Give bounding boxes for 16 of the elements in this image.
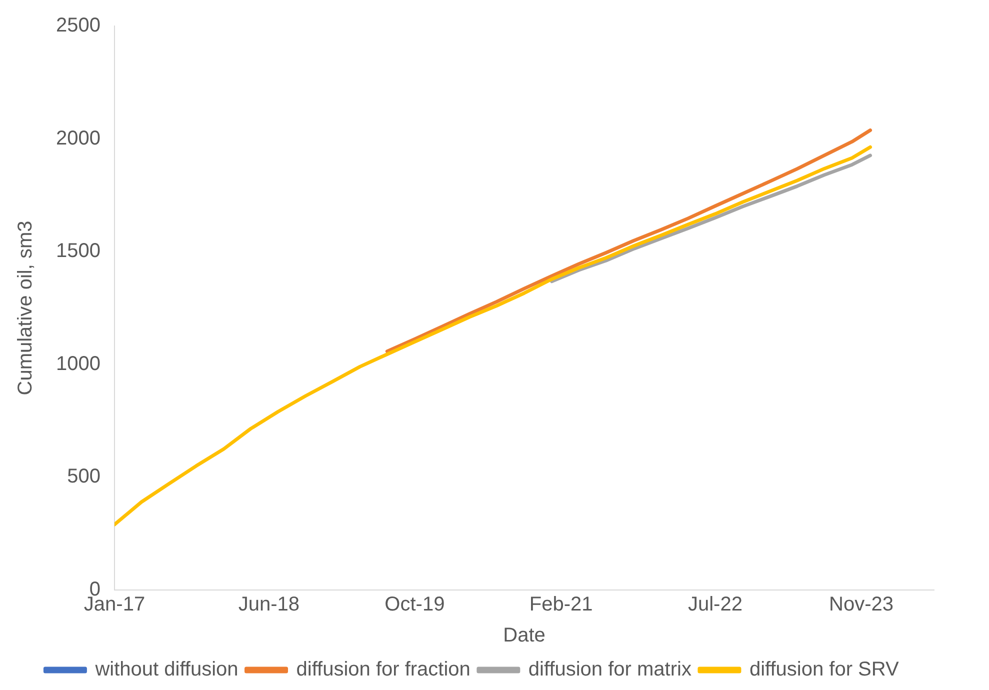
y-axis-title: Cumulative oil, sm3 xyxy=(14,220,37,396)
x-tick-label: Feb-21 xyxy=(529,594,593,616)
x-axis-title: Date xyxy=(503,624,546,647)
legend-label: without diffusion xyxy=(94,658,238,681)
y-tick-label: 1000 xyxy=(56,352,100,375)
x-tick-label: Oct-19 xyxy=(384,594,445,616)
y-tick-label: 500 xyxy=(67,466,100,488)
y-tick-label: 1500 xyxy=(56,240,100,262)
y-tick-label: 2500 xyxy=(56,14,100,37)
x-tick-label: Nov-23 xyxy=(829,594,894,616)
legend-label: diffusion for fraction xyxy=(296,658,470,681)
x-tick-label: Jul-22 xyxy=(688,594,742,616)
legend-label: diffusion for SRV xyxy=(749,658,900,681)
x-tick-label: Jun-18 xyxy=(238,594,300,616)
y-tick-label: 2000 xyxy=(56,127,100,150)
legend-label: diffusion for matrix xyxy=(528,658,692,681)
